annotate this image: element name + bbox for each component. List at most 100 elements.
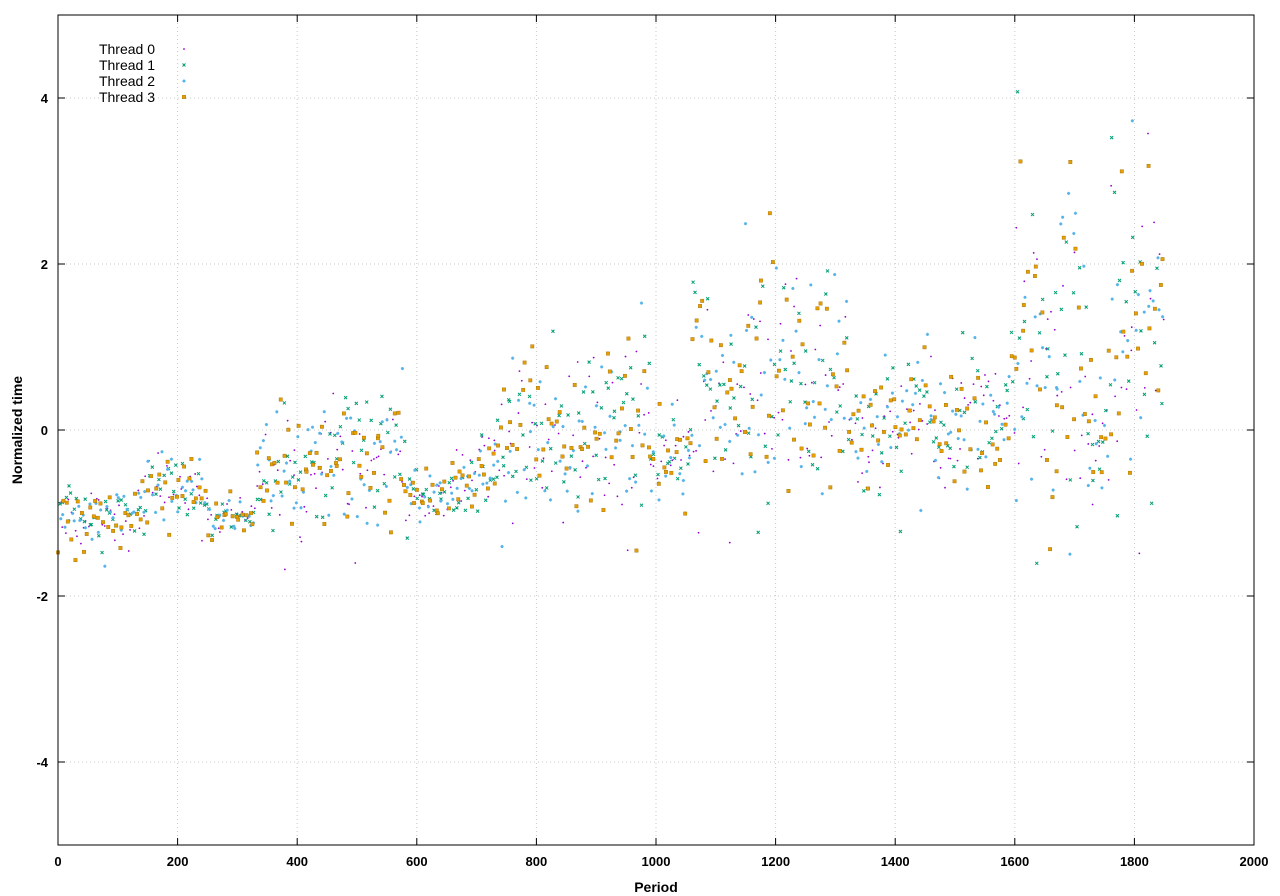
data-point [829, 417, 833, 422]
data-point [879, 450, 884, 455]
data-point [479, 464, 484, 468]
data-point [65, 519, 70, 524]
data-point [72, 507, 77, 512]
data-point [485, 481, 489, 485]
data-point [541, 486, 544, 489]
data-point [454, 506, 459, 510]
data-point [314, 514, 319, 519]
data-point [122, 533, 124, 536]
data-point [239, 496, 242, 499]
data-point [309, 449, 313, 453]
data-point [962, 469, 967, 474]
data-point [894, 445, 899, 450]
legend-label: Thread 2 [99, 73, 155, 89]
data-point [738, 384, 743, 389]
data-point [94, 501, 98, 505]
data-point [196, 471, 201, 476]
data-point [404, 519, 407, 522]
data-point [921, 419, 924, 422]
data-point [984, 420, 988, 425]
data-point [574, 504, 579, 509]
data-point [183, 497, 188, 501]
data-point [927, 404, 932, 409]
data-point [541, 447, 546, 452]
data-point [806, 401, 810, 406]
data-point [488, 476, 492, 480]
data-point [944, 441, 949, 446]
data-point [447, 480, 452, 485]
data-point [949, 457, 952, 460]
data-point [581, 390, 586, 394]
data-point [1025, 381, 1029, 385]
data-point [389, 530, 393, 535]
data-point [669, 455, 673, 460]
data-point [138, 527, 141, 530]
data-point [215, 515, 220, 520]
data-point [1162, 318, 1165, 321]
series-thread-2 [59, 119, 1165, 568]
data-point [456, 497, 461, 502]
data-point [544, 403, 547, 406]
data-point [1081, 413, 1085, 417]
data-point [885, 377, 890, 381]
data-point [1013, 432, 1016, 434]
data-point [191, 488, 195, 492]
data-point [341, 468, 344, 471]
data-point [107, 495, 112, 500]
data-point [1006, 436, 1011, 441]
data-point [324, 420, 327, 423]
data-point [1060, 391, 1063, 393]
data-point [1128, 457, 1133, 461]
data-point [466, 496, 470, 501]
data-point [168, 496, 170, 499]
data-point [339, 435, 342, 438]
data-point [113, 513, 116, 516]
data-point [1084, 305, 1089, 309]
data-point [929, 417, 933, 422]
data-point [705, 296, 710, 301]
data-point [282, 469, 286, 473]
data-point [669, 470, 674, 475]
data-point [437, 485, 440, 487]
data-point [124, 520, 127, 522]
data-point [984, 374, 986, 376]
data-point [834, 384, 839, 389]
data-point [635, 350, 638, 353]
data-point [318, 431, 322, 435]
data-point [1099, 435, 1104, 440]
data-point [258, 485, 263, 490]
data-point [314, 450, 319, 455]
data-point [1068, 478, 1073, 482]
data-point [651, 457, 656, 461]
data-point [990, 442, 995, 447]
data-point [989, 393, 993, 397]
data-point [630, 455, 635, 459]
data-point [911, 403, 915, 407]
data-point [694, 325, 698, 329]
data-point [631, 397, 635, 401]
data-point [276, 469, 279, 472]
data-point [1030, 212, 1035, 217]
data-point [906, 428, 911, 432]
data-point [64, 500, 69, 505]
data-point [1015, 226, 1018, 229]
data-point [581, 460, 584, 463]
data-point [1138, 552, 1141, 555]
data-point [170, 496, 175, 500]
legend-marker [183, 48, 185, 50]
data-point [1071, 290, 1076, 295]
data-point [282, 453, 287, 458]
data-point [472, 492, 477, 497]
data-point [1114, 355, 1119, 360]
data-point [515, 447, 520, 451]
data-point [900, 385, 903, 388]
data-point [518, 370, 521, 373]
data-point [671, 417, 676, 422]
data-point [929, 414, 933, 418]
data-point [125, 507, 129, 511]
data-point [849, 440, 854, 445]
data-point [1073, 211, 1078, 215]
data-point [1084, 375, 1087, 378]
data-point [760, 284, 765, 289]
data-point [199, 496, 204, 501]
